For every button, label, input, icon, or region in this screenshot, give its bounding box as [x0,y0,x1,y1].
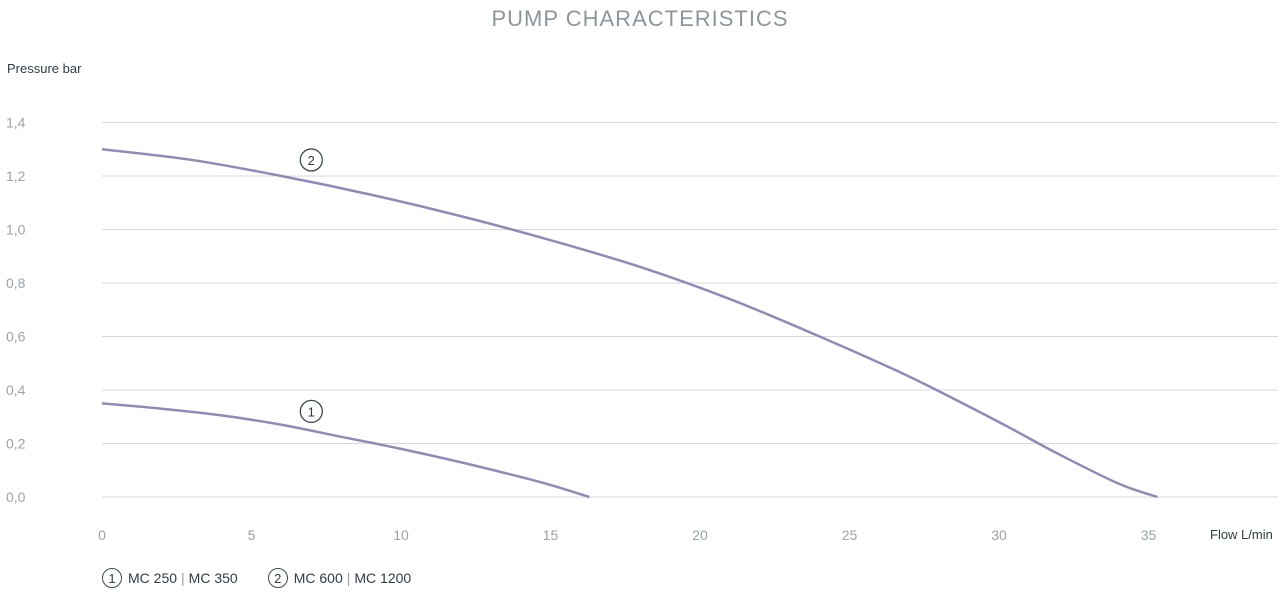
x-tick-label-0: 0 [98,527,106,543]
y-tick-label-1: 0,2 [6,436,26,452]
legend-model-b-1: MC 350 [188,570,238,586]
y-tick-label-0: 0,0 [6,489,26,505]
x-tick-label-4: 20 [692,527,708,543]
chart-title: PUMP CHARACTERISTICS [491,6,789,31]
curve-marker-circle-1 [299,399,323,424]
series-line-1 [101,402,590,499]
legend-marker-2: 2 [267,568,288,588]
curve-marker-circle-2 [299,148,323,172]
y-tick-label-6: 1,2 [6,168,26,184]
legend-separator-1: | [181,570,185,586]
x-tick-label-5: 25 [842,527,858,543]
legend-separator-2: | [346,570,351,586]
curve-marker-label-2: 2 [308,153,315,168]
y-tick-label-5: 1,0 [6,222,26,238]
y-tick-label-3: 0,6 [6,329,26,345]
x-tick-label-7: 35 [1141,527,1157,543]
legend: 1 MC 250 | MC 350 2 MC 600 | MC 1200 [102,568,441,588]
x-tick-label-6: 30 [991,527,1007,543]
legend-model-a-2: MC 600 [293,570,343,586]
x-axis-label: Flow L/min [1210,527,1273,542]
legend-model-b-2: MC 1200 [354,570,412,586]
legend-model-a-1: MC 250 [128,570,178,586]
x-tick-label-1: 5 [248,527,256,543]
x-tick-label-2: 10 [393,527,409,543]
x-tick-label-3: 15 [543,527,559,543]
series-line-2 [101,148,1158,499]
legend-item-1: 1 MC 250 | MC 350 [102,568,238,588]
curve-marker-label-1: 1 [308,404,315,419]
y-tick-label-7: 1,4 [6,115,26,131]
legend-marker-1: 1 [102,568,122,588]
legend-item-2: 2 MC 600 | MC 1200 [267,568,412,588]
y-axis-label: Pressure bar [7,61,82,76]
y-tick-label-4: 0,8 [6,275,26,291]
y-tick-label-2: 0,4 [6,382,26,398]
